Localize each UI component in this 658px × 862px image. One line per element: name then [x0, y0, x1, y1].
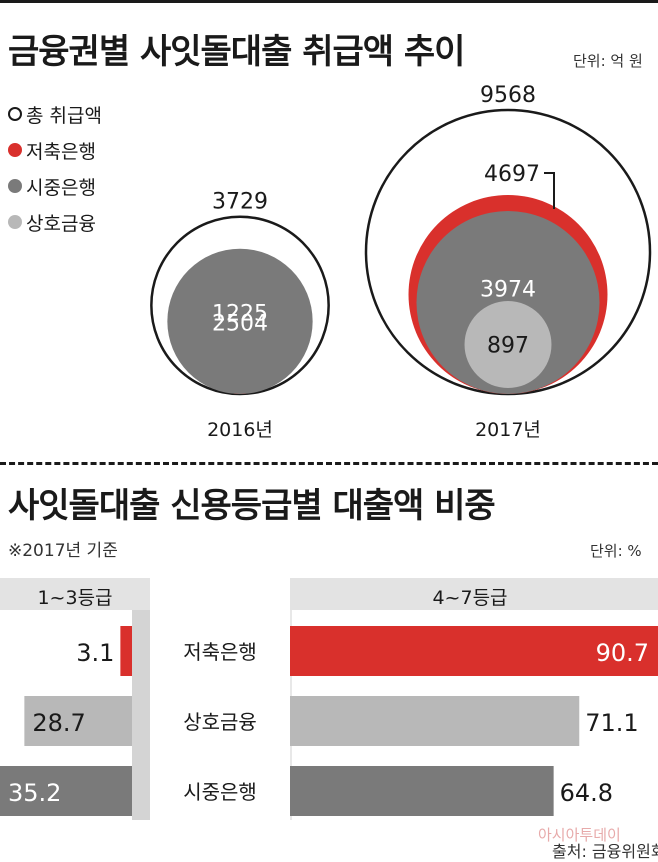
- bar-chart-title: 사잇돌대출 신용등급별 대출액 비중: [8, 486, 496, 526]
- legend-item-commercial-bank: 시중은행: [8, 168, 102, 204]
- legend-commercial-marker: [8, 179, 22, 193]
- legend-total-label: 총 취급액: [26, 104, 102, 127]
- bar-category-label-mutual-finance: 상호금융: [183, 710, 257, 734]
- bubble-mutual-label-2017: 897: [487, 334, 529, 359]
- bubble-commercial-label-2017: 3974: [480, 277, 536, 302]
- bar-category-label-savings-bank: 저축은행: [183, 640, 257, 664]
- bar-left-commercial-bank: [0, 766, 132, 816]
- section-divider: [0, 462, 658, 465]
- bubble-year-label-2016: 2016년: [207, 419, 273, 441]
- bubble-savings-label-2017: 4697: [484, 162, 540, 187]
- bar-left-mutual-finance: [24, 696, 132, 746]
- bar-left-gutter: [132, 610, 150, 820]
- legend-mutual-marker: [8, 215, 22, 229]
- bar-category-column: [150, 578, 290, 820]
- legend-savings-marker: [8, 143, 22, 157]
- bar-right-header: 4~7등급: [432, 587, 507, 609]
- bar-right-value-commercial-bank: 64.8: [560, 779, 613, 807]
- bubble-year-label-2017: 2017년: [475, 419, 541, 441]
- bar-right-mutual-finance: [290, 696, 580, 746]
- legend-savings-label: 저축은행: [26, 140, 96, 163]
- bubble-total-label-2016: 3729: [212, 190, 268, 215]
- bubble-chart-title: 금융권별 사잇돌대출 취급액 추이: [8, 32, 465, 72]
- bar-category-label-commercial-bank: 시중은행: [183, 780, 257, 804]
- legend: 총 취급액 저축은행 시중은행 상호금융: [8, 96, 102, 240]
- bar-left-value-commercial-bank: 35.2: [8, 779, 61, 807]
- bubble-commercial-2016: [167, 248, 313, 394]
- bar-left-savings-bank: [120, 626, 132, 676]
- diverging-bar-chart: 1~3등급 4~7등급 3.1 90.7 저축은행 28.7 71.1 상호금융 35.2 64.…: [0, 578, 658, 820]
- watermark: 아시아투데이: [538, 826, 621, 844]
- bubble-mutual-2017: [464, 301, 552, 388]
- bubble-savings-leader-2017: [544, 172, 555, 210]
- bar-header-band: [0, 578, 658, 610]
- legend-commercial-label: 시중은행: [26, 176, 96, 199]
- bar-left-value-savings-bank: 3.1: [76, 639, 114, 667]
- legend-item-total: 총 취급액: [8, 96, 102, 132]
- bar-left-header: 1~3등급: [37, 587, 112, 609]
- bar-right-value-savings-bank: 90.7: [596, 639, 649, 667]
- bubble-total-label-2017: 9568: [480, 83, 536, 108]
- bar-right-value-mutual-finance: 71.1: [585, 709, 638, 737]
- legend-item-mutual-finance: 상호금융: [8, 204, 102, 240]
- bar-chart-unit: 단위: %: [590, 542, 642, 560]
- source-note: 출처: 금융위원회: [552, 842, 658, 861]
- bar-left-value-mutual-finance: 28.7: [32, 709, 85, 737]
- bar-right-savings-bank: [290, 626, 658, 676]
- legend-item-savings-bank: 저축은행: [8, 132, 102, 168]
- bubble-commercial-label-2016: 2504: [212, 311, 268, 336]
- bar-right-commercial-bank: [290, 766, 554, 816]
- legend-total-marker: [8, 107, 22, 121]
- bubble-savings-label-2016: 1225: [212, 301, 268, 326]
- bubble-chart-unit: 단위: 억 원: [573, 52, 643, 70]
- bar-chart-note: ※2017년 기준: [8, 541, 118, 561]
- top-rule: [0, 0, 658, 3]
- legend-mutual-label: 상호금융: [26, 212, 96, 235]
